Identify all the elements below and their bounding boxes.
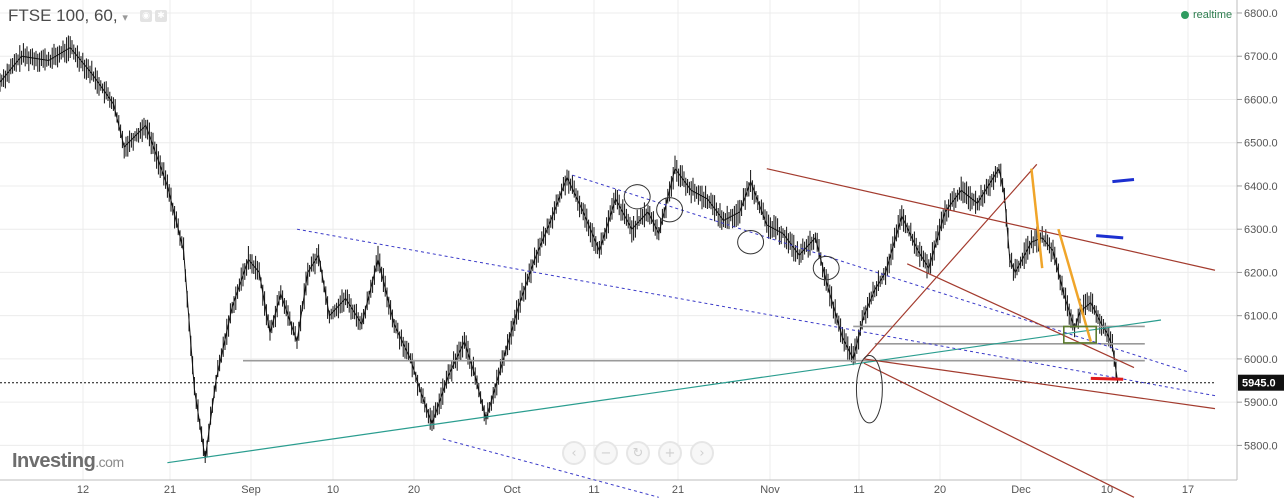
scroll-left-button[interactable]: ‹: [562, 441, 586, 465]
x-tick-label: 10: [1101, 484, 1113, 496]
settings-icon[interactable]: ✱: [155, 10, 167, 22]
blue-channel-line: [296, 228, 1216, 397]
y-tick-label: 6800.0: [1244, 8, 1278, 20]
y-tick-label: 6400.0: [1244, 181, 1278, 193]
red-channel-line: [863, 163, 1038, 360]
x-tick-label: 11: [853, 484, 864, 496]
y-tick-label: 5800.0: [1244, 440, 1278, 452]
x-tick-label: 21: [164, 484, 176, 496]
price-line: [0, 46, 1119, 459]
zoom-out-button[interactable]: −: [594, 441, 618, 465]
y-tick-label: 6300.0: [1244, 224, 1278, 236]
consolidation-box: [1063, 325, 1098, 344]
realtime-badge: realtime: [1181, 9, 1232, 21]
chart-navigation: ‹ − ↻ + ›: [562, 441, 714, 465]
y-tick-label: 6000.0: [1244, 354, 1278, 366]
x-tick-label: 21: [672, 484, 684, 496]
grid-lines: [0, 0, 1237, 480]
logo-suffix: .com: [95, 454, 124, 470]
y-tick-label: 6700.0: [1244, 51, 1278, 63]
ellipse-marker: [855, 354, 883, 424]
y-tick-label: 6600.0: [1244, 94, 1278, 106]
y-tick-label: 6100.0: [1244, 311, 1278, 323]
y-tick-label: 6200.0: [1244, 267, 1278, 279]
last-price-tag: [1238, 374, 1284, 391]
caret-down-icon[interactable]: ▾: [122, 12, 128, 24]
x-tick-label: 17: [1182, 484, 1194, 496]
investing-logo[interactable]: Investing.com: [12, 450, 124, 473]
header-icons: ◉ ✱: [140, 10, 167, 22]
ellipse-marker: [623, 184, 651, 210]
blue-target-marker: [1096, 234, 1124, 240]
y-tick-label: 5900.0: [1244, 397, 1278, 409]
last-price-label: 5945.0: [1242, 378, 1276, 390]
ellipse-marker: [812, 255, 840, 281]
red-target-marker: [1090, 376, 1124, 381]
x-tick-label: 20: [408, 484, 420, 496]
orange-drop-marker: [1057, 228, 1093, 342]
x-tick-label: Oct: [503, 484, 520, 496]
x-tick-label: 11: [588, 484, 599, 496]
instrument-label: FTSE 100, 60,: [8, 6, 118, 25]
logo-name: Investing: [12, 450, 96, 472]
x-tick-label: 12: [77, 484, 89, 496]
zoom-in-button[interactable]: +: [658, 441, 682, 465]
x-tick-label: 10: [327, 484, 339, 496]
orange-drop-marker: [1030, 168, 1044, 269]
x-tick-label: 20: [934, 484, 946, 496]
ellipse-marker: [656, 197, 684, 223]
red-channel-line: [863, 362, 1135, 498]
x-tick-label: Nov: [760, 484, 780, 496]
x-tick-label: Sep: [241, 484, 261, 496]
x-tick-label: Dec: [1011, 484, 1031, 496]
trend-line: [167, 319, 1162, 464]
red-channel-line: [766, 168, 1216, 271]
red-channel-line: [863, 358, 1216, 410]
scroll-right-button[interactable]: ›: [690, 441, 714, 465]
ellipse-marker: [737, 229, 765, 255]
realtime-label: realtime: [1193, 9, 1233, 21]
y-tick-label: 6500.0: [1244, 138, 1278, 150]
reset-button[interactable]: ↻: [626, 441, 650, 465]
chart-title[interactable]: FTSE 100, 60, ▾: [8, 6, 128, 26]
eye-icon[interactable]: ◉: [140, 10, 152, 22]
status-dot-icon: [1181, 11, 1189, 19]
blue-channel-line: [442, 438, 659, 498]
blue-target-marker: [1112, 177, 1135, 184]
red-channel-line: [906, 263, 1135, 369]
